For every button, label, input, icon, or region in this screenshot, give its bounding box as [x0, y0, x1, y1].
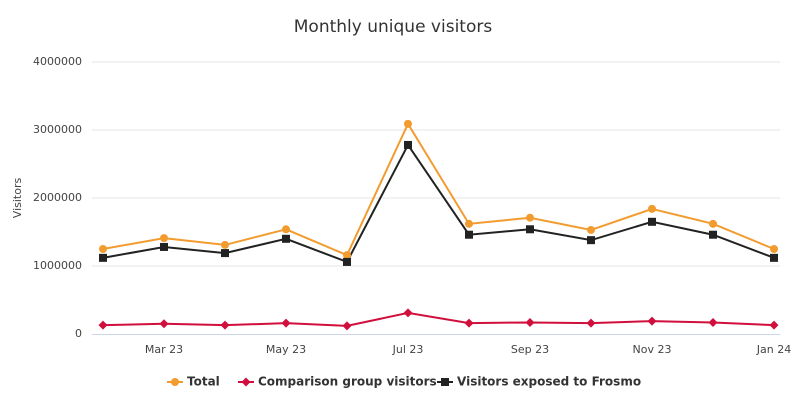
marker — [465, 219, 473, 228]
marker — [708, 317, 718, 327]
marker — [221, 249, 229, 258]
marker — [465, 230, 473, 239]
series-line — [102, 311, 775, 327]
chart-title: Monthly unique visitors — [294, 17, 493, 37]
x-tick-label: May 23 — [266, 343, 306, 356]
x-tick-label: Sep 23 — [511, 343, 549, 356]
marker — [648, 217, 656, 226]
y-tick-label: 3000000 — [33, 123, 82, 136]
marker — [587, 236, 595, 245]
marker — [241, 377, 251, 387]
marker — [648, 204, 656, 213]
marker — [99, 245, 107, 253]
marker — [404, 140, 412, 149]
marker — [586, 318, 596, 328]
marker — [171, 378, 179, 386]
x-tick-label: Jul 23 — [392, 343, 424, 356]
legend-label: Visitors exposed to Frosmo — [457, 375, 641, 389]
y-tick-label: 4000000 — [33, 55, 82, 68]
marker — [282, 234, 290, 243]
marker — [282, 225, 290, 234]
marker — [343, 251, 351, 260]
marker — [220, 320, 230, 330]
marker — [160, 234, 168, 243]
series-line — [102, 121, 775, 257]
marker — [98, 320, 108, 330]
marker — [709, 230, 717, 239]
marker — [403, 308, 413, 318]
marker — [342, 321, 352, 331]
marker — [587, 225, 595, 234]
marker — [770, 253, 778, 262]
marker — [160, 242, 168, 251]
marker — [769, 320, 779, 330]
y-axis-title: Visitors — [11, 178, 24, 219]
x-tick-label: Mar 23 — [145, 343, 183, 356]
y-tick-label: 0 — [75, 327, 82, 340]
marker — [99, 253, 107, 262]
marker — [159, 319, 169, 329]
marker — [281, 318, 291, 328]
marker — [526, 213, 534, 222]
marker — [464, 318, 474, 328]
marker — [709, 219, 717, 228]
marker — [343, 257, 351, 266]
marker — [647, 316, 657, 326]
x-tick-label: Jan 24 — [756, 343, 791, 356]
legend-label: Comparison group visitors — [258, 375, 437, 389]
legend-label: Total — [187, 375, 220, 389]
marker — [770, 245, 778, 253]
y-tick-label: 2000000 — [33, 191, 82, 204]
marker — [404, 119, 412, 128]
marker — [441, 378, 449, 386]
marker — [221, 240, 229, 249]
x-tick-label: Nov 23 — [633, 343, 672, 356]
series-line — [102, 143, 775, 264]
marker — [525, 317, 535, 327]
marker — [526, 225, 534, 234]
y-tick-label: 1000000 — [33, 259, 82, 272]
